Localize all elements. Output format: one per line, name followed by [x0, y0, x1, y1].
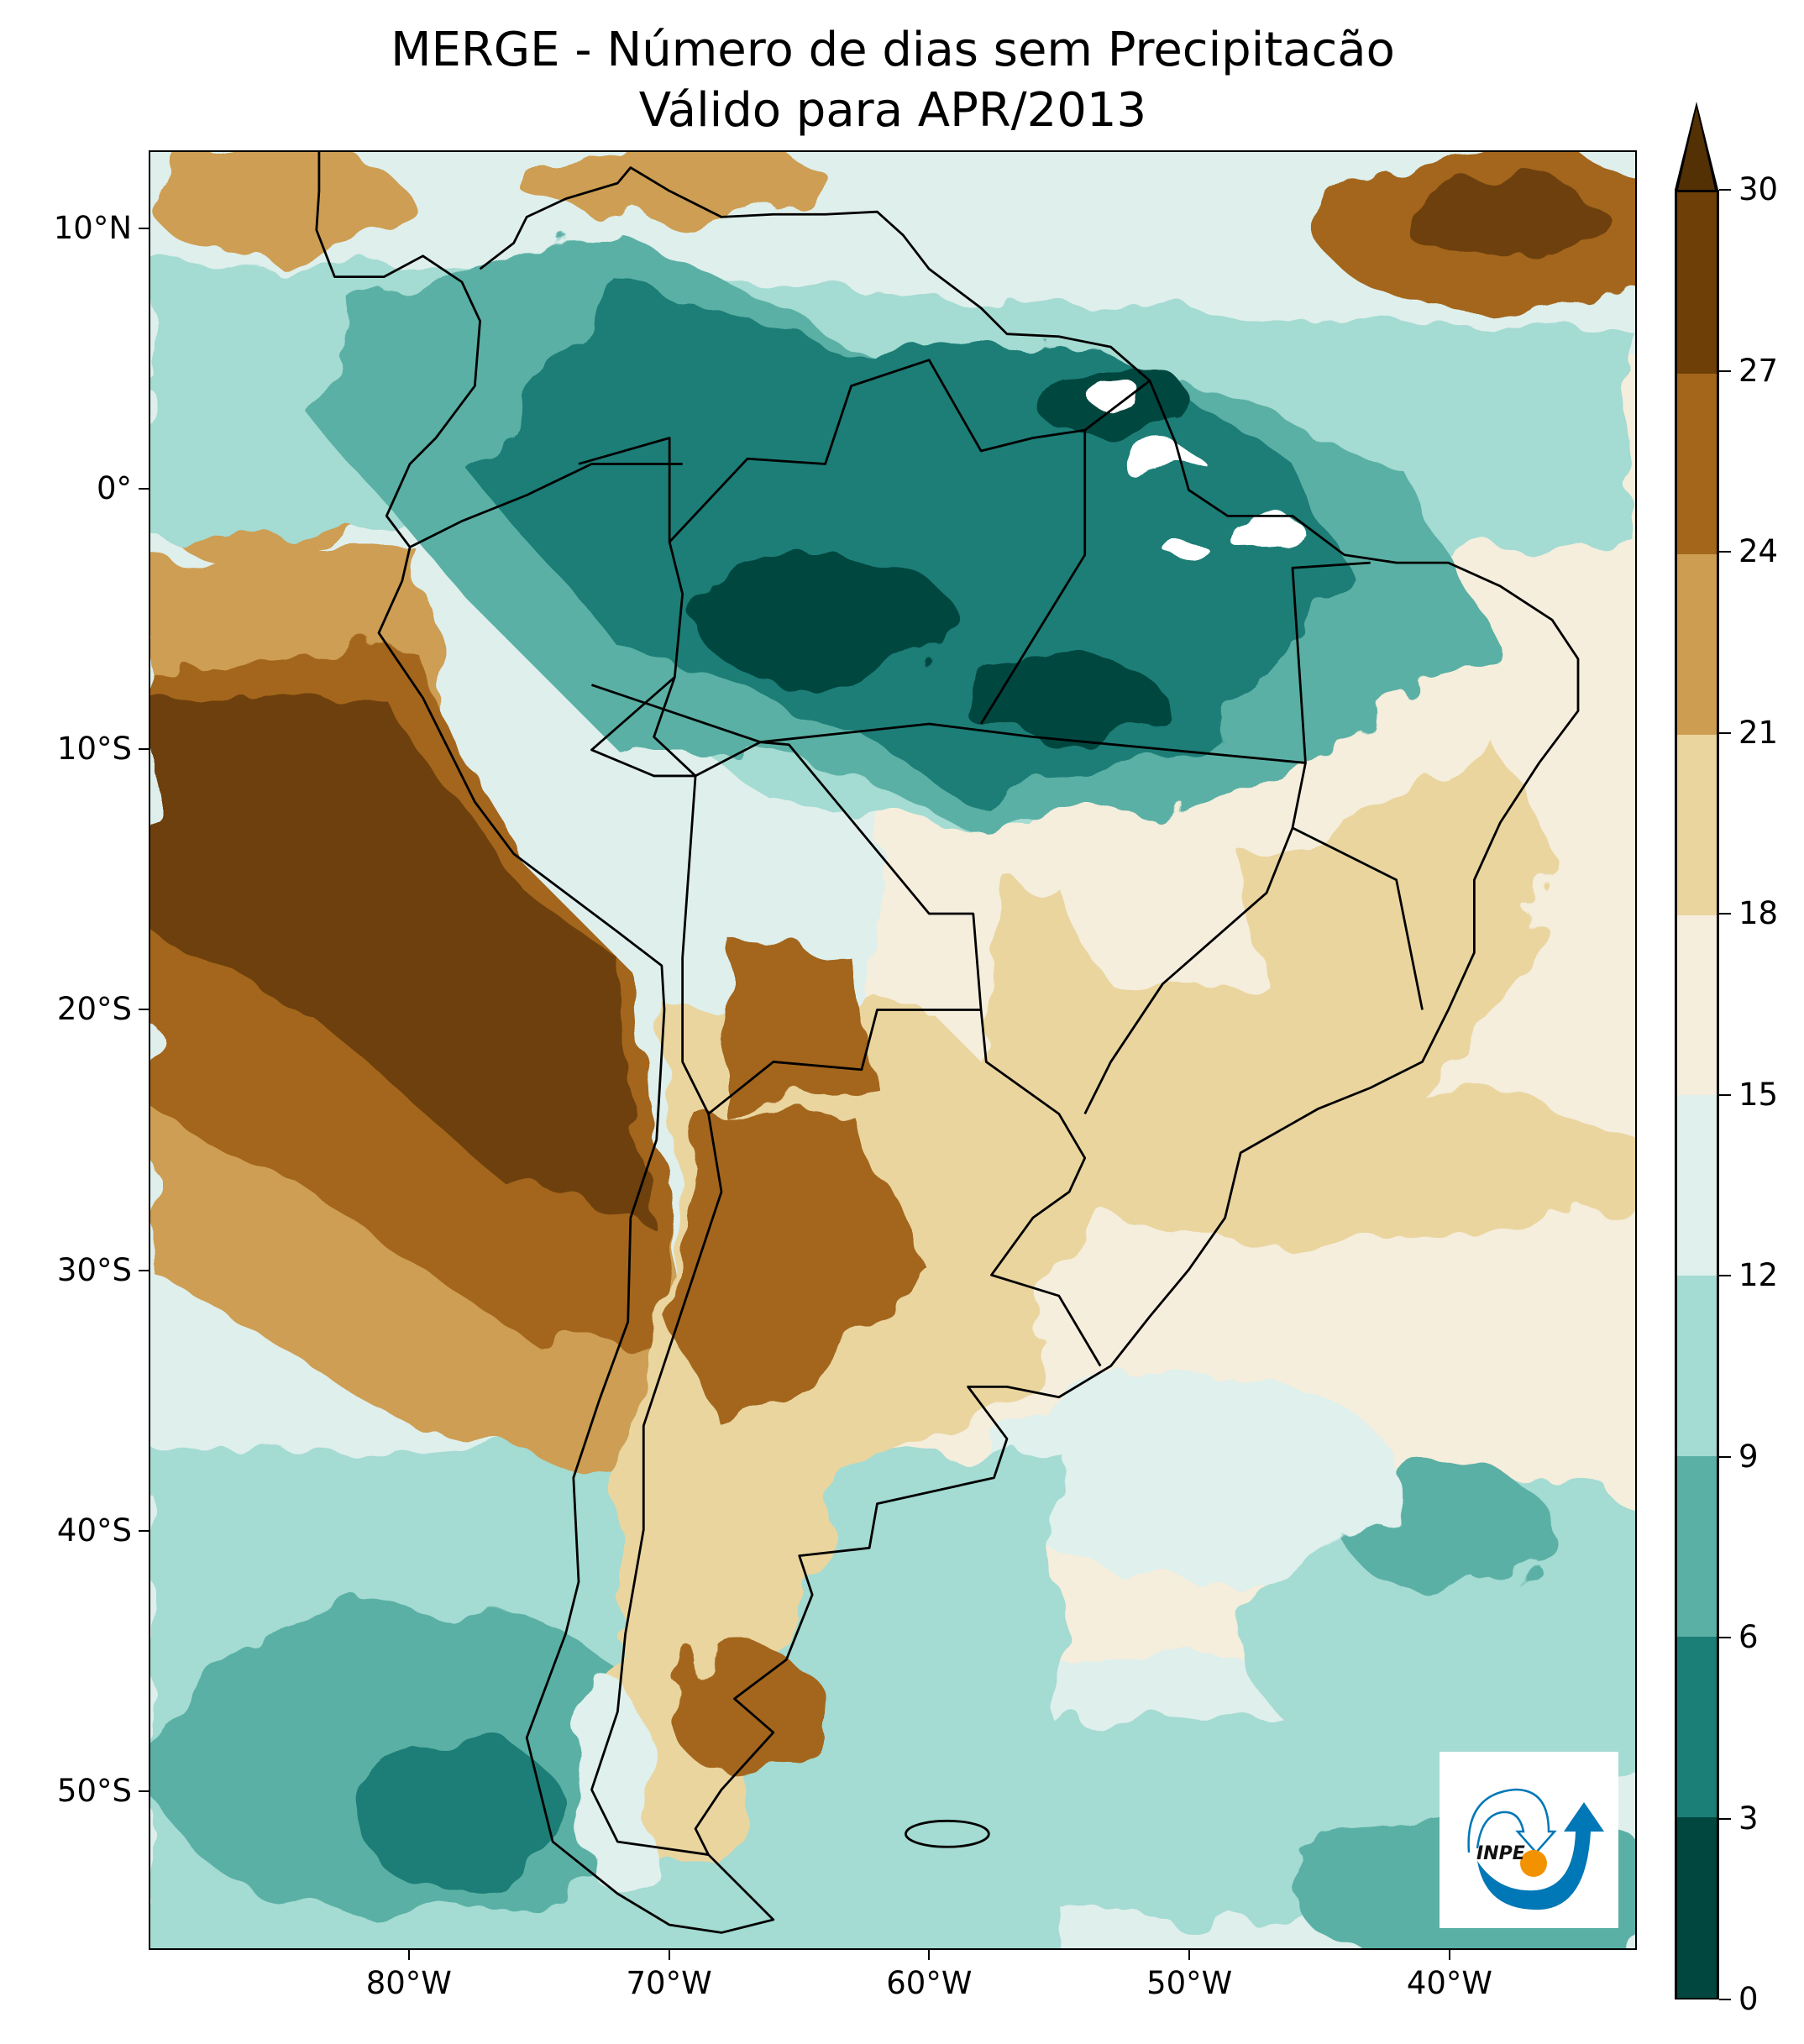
south-america-coastline — [315, 152, 1580, 1934]
field-region — [721, 931, 878, 1114]
field-region — [150, 698, 644, 1219]
field-region — [150, 152, 411, 256]
logo-arrow-icon — [1477, 1802, 1604, 1910]
colorbar-segment — [1677, 372, 1717, 554]
country-border — [590, 676, 723, 1856]
field-region — [981, 1373, 1397, 1582]
colorbar-tick-mark — [1719, 913, 1731, 915]
logo-sun-icon — [1520, 1850, 1547, 1877]
lat-tick-mark — [139, 488, 149, 490]
lat-tick-label: 10°S — [56, 731, 132, 768]
lat-tick-label: 20°S — [56, 991, 132, 1028]
field-region — [358, 1737, 566, 1894]
colorbar-tick-mark — [1719, 1093, 1731, 1096]
colorbar-tick-mark — [1719, 189, 1731, 191]
map-subtitle: Válido para APR/2013 — [638, 83, 1147, 138]
colorbar-segment — [1677, 1094, 1717, 1276]
data-field — [150, 152, 1635, 1948]
colorbar-tick-mark — [1719, 1817, 1731, 1820]
colorbar — [1675, 190, 1719, 1999]
country-border — [669, 359, 1151, 543]
lat-tick-label: 50°S — [56, 1772, 132, 1809]
colorbar-segment — [1677, 553, 1717, 735]
colorbar-tick-label: 3 — [1738, 1800, 1759, 1837]
colorbar-tick-mark — [1719, 731, 1731, 734]
field-region — [955, 658, 1163, 737]
logo-swirl-icon — [1467, 1788, 1557, 1854]
falkland-islands — [905, 1819, 990, 1848]
field-region — [513, 152, 826, 218]
no-data-patch — [1084, 373, 1137, 410]
field-region — [695, 554, 956, 685]
colorbar-tick-label: 18 — [1738, 895, 1779, 931]
colorbar-segment — [1677, 1455, 1717, 1638]
lon-tick-label: 60°W — [886, 1965, 973, 2001]
lon-tick-mark — [1188, 1950, 1191, 1960]
field-region — [669, 1646, 826, 1777]
lon-tick-label: 40°W — [1406, 1965, 1493, 2001]
inpe-logo: INPE — [1440, 1752, 1618, 1928]
lat-tick-label: 0° — [96, 470, 132, 507]
lon-tick-label: 80°W — [365, 1965, 452, 2001]
precipitation-map — [149, 150, 1637, 1950]
field-region — [579, 1685, 657, 1894]
field-region — [669, 1114, 930, 1426]
colorbar-tick-label: 21 — [1738, 714, 1779, 751]
lat-tick-label: 30°S — [56, 1251, 132, 1288]
field-region — [1396, 177, 1604, 256]
lat-tick-label: 10°N — [53, 210, 132, 247]
lon-tick-mark — [1448, 1950, 1450, 1960]
colorbar-segment — [1677, 1275, 1717, 1457]
lat-tick-mark — [139, 748, 149, 751]
colorbar-tick-label: 30 — [1738, 171, 1779, 207]
map-svg — [150, 152, 1635, 1948]
colorbar-segment — [1677, 1816, 1717, 1998]
no-data-patch — [1225, 518, 1308, 550]
lat-tick-label: 40°S — [56, 1512, 132, 1549]
lat-tick-mark — [139, 1009, 149, 1011]
colorbar-tick-label: 0 — [1738, 1981, 1759, 2017]
colorbar-tick-label: 6 — [1738, 1619, 1759, 1655]
lat-tick-mark — [139, 1790, 149, 1792]
colorbar-tick-mark — [1719, 1637, 1731, 1638]
no-data-patch — [1167, 542, 1210, 563]
colorbar-tick-label: 15 — [1738, 1076, 1779, 1113]
colorbar-extend-fill — [1678, 107, 1715, 190]
lon-tick-label: 50°W — [1146, 1965, 1233, 2001]
colorbar-tick-label: 27 — [1738, 352, 1779, 389]
state-border — [979, 430, 1424, 1114]
coastlines — [315, 152, 1580, 1934]
lat-tick-mark — [139, 1529, 149, 1532]
colorbar-segment — [1677, 1636, 1717, 1818]
colorbar-tick-label: 12 — [1738, 1257, 1779, 1293]
map-title: MERGE - Número de dias sem Precipitacão — [391, 23, 1395, 77]
colorbar-tick-mark — [1719, 551, 1731, 553]
country-border — [578, 437, 1102, 1367]
colorbar-segment — [1677, 914, 1717, 1096]
colorbar-tick-mark — [1719, 1455, 1731, 1458]
colorbar-segment — [1677, 733, 1717, 915]
lon-tick-mark — [928, 1950, 931, 1960]
lon-tick-mark — [407, 1950, 410, 1960]
colorbar-tick-label: 24 — [1738, 533, 1779, 569]
lon-tick-mark — [668, 1950, 670, 1960]
no-data-patch — [1121, 448, 1204, 480]
lat-tick-mark — [139, 228, 149, 230]
country-border — [409, 463, 683, 548]
inpe-logo-graphic: INPE — [1467, 1788, 1604, 1910]
logo-text: INPE — [1476, 1843, 1525, 1864]
colorbar-tick-label: 9 — [1738, 1438, 1759, 1475]
field-region — [1344, 1465, 1553, 1596]
colorbar-segment — [1677, 192, 1717, 374]
state-border — [591, 561, 1371, 764]
lon-tick-label: 70°W — [626, 1965, 712, 2001]
colorbar-tick-mark — [1719, 1275, 1731, 1276]
colorbar-tick-mark — [1719, 369, 1731, 372]
country-border — [707, 1009, 982, 1115]
lat-tick-mark — [139, 1269, 149, 1271]
colorbar-tick-mark — [1719, 1999, 1731, 2000]
